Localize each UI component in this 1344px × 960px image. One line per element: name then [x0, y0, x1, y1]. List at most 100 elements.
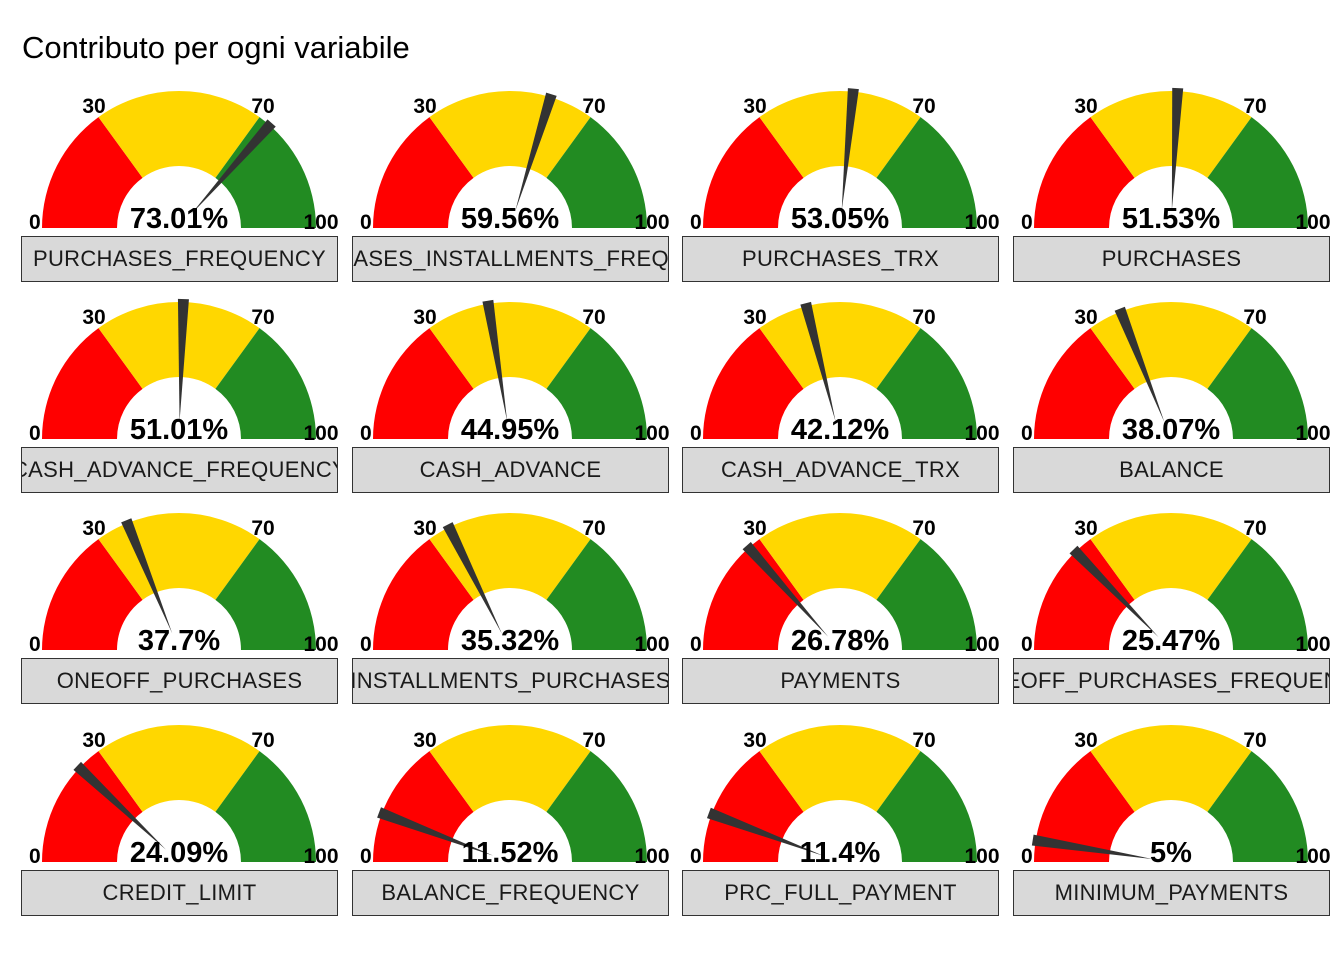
- gauge-value-label: 37.7%: [138, 625, 220, 657]
- gauge-tick-label: 70: [582, 729, 605, 752]
- gauge-tick-label: 30: [413, 517, 436, 540]
- gauge-band-low: [373, 751, 474, 862]
- gauge-tick-label: 30: [743, 306, 766, 329]
- facet-strip-label: PURCHASES_INSTALLMENTS_FREQUENCY: [353, 246, 669, 271]
- gauge-tick-label: 70: [1243, 517, 1266, 540]
- gauge-needle: [742, 541, 829, 637]
- gauge-band-low: [1034, 751, 1135, 862]
- gauge-chart: 0 30 70 100 11.52%: [360, 725, 670, 869]
- gauge-tick-label: 100: [303, 633, 338, 656]
- facet-strip-label: PURCHASES_TRX: [741, 246, 940, 271]
- facet-strip: PAYMENTS: [682, 658, 999, 704]
- gauge-tick-label: 100: [303, 845, 338, 868]
- gauge-tick-label: 30: [743, 95, 766, 118]
- gauge-band-low: [703, 117, 804, 228]
- gauge-panel: 0 30 70 100 24.09% CREDIT_LIMIT: [21, 723, 339, 923]
- gauge-band-mid: [1090, 513, 1252, 600]
- gauge-panel: 0 30 70 100 25.47% ONEOFF_PURCHASES_FREQUENCY: [1013, 511, 1331, 711]
- gauge-tick-label: 100: [634, 845, 669, 868]
- facet-strip: BALANCE: [1013, 447, 1330, 493]
- gauge-panel: 0 30 70 100 11.52% BALANCE_FREQUENCY: [352, 723, 670, 923]
- gauge-tick-label: 70: [1243, 95, 1266, 118]
- gauge-value-label: 51.01%: [130, 414, 229, 446]
- facet-strip-label: BALANCE_FREQUENCY: [381, 880, 640, 905]
- gauge-value-label: 11.4%: [800, 837, 881, 869]
- gauge-chart: 0 30 70 100 51.53%: [1021, 87, 1331, 235]
- gauge-tick-label: 70: [1243, 306, 1266, 329]
- gauge-band-low: [703, 539, 804, 650]
- facet-strip: PURCHASES: [1013, 236, 1330, 282]
- gauge-band-mid: [759, 302, 921, 389]
- gauge-tick-label: 30: [743, 517, 766, 540]
- gauge-band-mid: [1090, 302, 1252, 389]
- gauge-tick-label: 0: [1021, 845, 1033, 868]
- gauge-tick-label: 100: [634, 211, 669, 234]
- gauge-tick-label: 70: [251, 729, 274, 752]
- gauge-band-low: [42, 539, 143, 650]
- gauge-band-mid: [1090, 90, 1252, 178]
- gauge-band-low: [42, 328, 143, 439]
- gauge-panel: 0 30 70 100 5% MINIMUM_PAYMENTS: [1013, 723, 1331, 923]
- gauge-band-high: [546, 117, 647, 228]
- facet-strip: PRC_FULL_PAYMENT: [682, 870, 999, 916]
- gauge-band-low: [373, 117, 474, 228]
- gauge-tick-label: 30: [1074, 306, 1097, 329]
- gauge-chart: 0 30 70 100 35.32%: [360, 513, 670, 657]
- facet-strip-label: PAYMENTS: [780, 668, 901, 693]
- gauge-band-mid: [98, 90, 260, 178]
- gauge-panel: 0 30 70 100 11.4% PRC_FULL_PAYMENT: [682, 723, 1000, 923]
- gauge-tick-label: 100: [303, 422, 338, 445]
- gauge-panel: 0 30 70 100 35.32% INSTALLMENTS_PURCHASES: [352, 511, 670, 711]
- gauge-tick-label: 0: [690, 211, 702, 234]
- gauge-chart: 0 30 70 100 73.01%: [29, 90, 339, 235]
- gauge-needle: [1171, 87, 1184, 211]
- gauge-needle: [800, 301, 836, 422]
- gauge-band-low: [1034, 328, 1135, 439]
- gauge-value-label: 11.52%: [462, 837, 559, 869]
- gauge-panel: 0 30 70 100 53.05% PURCHASES_TRX: [682, 88, 1000, 289]
- facet-strip: ONEOFF_PURCHASES_FREQUENCY: [1013, 658, 1330, 704]
- gauge-needle: [1114, 306, 1165, 423]
- facet-strip-label: CASH_ADVANCE_TRX: [720, 457, 961, 482]
- gauge-needle: [190, 119, 276, 215]
- gauge-band-high: [546, 328, 647, 439]
- gauge-panel: 0 30 70 100 38.07% BALANCE: [1013, 300, 1331, 500]
- gauge-band-low: [373, 328, 474, 439]
- gauge-tick-label: 70: [912, 95, 935, 118]
- gauge-tick-label: 100: [1295, 211, 1330, 234]
- facet-strip-label: ONEOFF_PURCHASES: [56, 668, 303, 693]
- facet-strip: PURCHASES_FREQUENCY: [21, 236, 338, 282]
- gauge-needle: [1069, 545, 1159, 638]
- gauge-chart: 0 30 70 100 37.7%: [29, 513, 339, 657]
- gauge-tick-label: 30: [413, 306, 436, 329]
- gauge-tick-label: 0: [690, 633, 702, 656]
- gauge-tick-label: 100: [1295, 633, 1330, 656]
- gauge-tick-label: 0: [29, 633, 41, 656]
- gauge-band-low: [703, 751, 804, 862]
- gauge-tick-label: 70: [251, 306, 274, 329]
- gauge-needle: [482, 299, 508, 422]
- facet-strip-label: CASH_ADVANCE_FREQUENCY: [21, 457, 338, 482]
- gauge-needle: [706, 807, 824, 856]
- gauge-value-label: 44.95%: [461, 414, 560, 446]
- gauge-tick-label: 100: [964, 422, 999, 445]
- gauge-band-high: [215, 751, 316, 862]
- chart-title: Contributo per ogni variabile: [22, 30, 410, 65]
- gauge-band-mid: [429, 725, 591, 812]
- gauge-band-high: [876, 328, 977, 439]
- facet-strip-label: INSTALLMENTS_PURCHASES: [352, 668, 669, 693]
- gauge-value-label: 26.78%: [791, 625, 890, 657]
- gauge-panel: 0 30 70 100 42.12% CASH_ADVANCE_TRX: [682, 300, 1000, 500]
- gauge-value-label: 42.12%: [791, 414, 890, 446]
- gauge-tick-label: 0: [690, 422, 702, 445]
- gauge-chart: 0 30 70 100 59.56%: [360, 90, 670, 235]
- gauge-band-high: [1207, 117, 1308, 228]
- gauge-chart: 0 30 70 100 53.05%: [690, 88, 1000, 235]
- facet-strip-label: PURCHASES: [1101, 246, 1242, 271]
- gauge-value-label: 38.07%: [1122, 414, 1221, 446]
- gauge-tick-label: 0: [29, 422, 41, 445]
- gauge-panel: 0 30 70 100 59.56% PURCHASES_INSTALLMENTS_FRE…: [352, 89, 670, 289]
- facet-strip: ONEOFF_PURCHASES: [21, 658, 338, 704]
- gauge-band-mid: [1090, 725, 1252, 812]
- gauge-band-high: [546, 539, 647, 650]
